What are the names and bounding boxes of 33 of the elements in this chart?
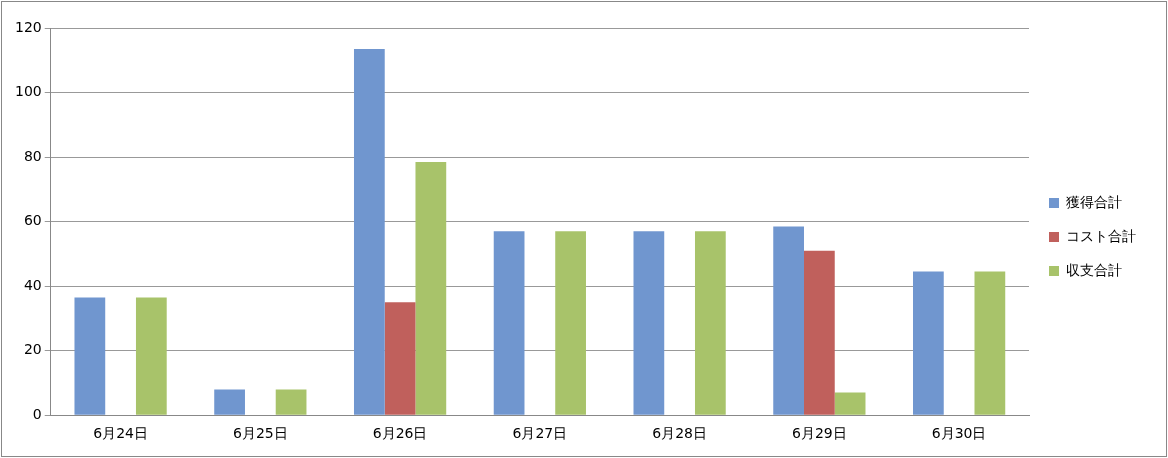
- y-tick-label: 60: [23, 212, 42, 229]
- bar: [214, 389, 245, 415]
- y-tick-label: 20: [23, 341, 42, 358]
- x-tick-label: 6月29日: [792, 425, 847, 442]
- bar: [694, 231, 726, 415]
- bar: [804, 250, 835, 415]
- legend-label: 収支合計: [1066, 261, 1122, 278]
- x-tick-label: 6月28日: [652, 425, 707, 442]
- y-tick-label: 0: [32, 405, 42, 422]
- x-tick-label: 6月24日: [93, 425, 148, 442]
- bar: [275, 389, 307, 415]
- x-tick-label: 6月25日: [232, 425, 288, 442]
- bar: [633, 231, 665, 415]
- y-tick-label: 80: [23, 147, 42, 164]
- x-tick-label: 6月26日: [372, 425, 428, 442]
- legend-label: コスト合計: [1066, 227, 1136, 244]
- bar: [353, 48, 385, 415]
- x-tick-label: 6月27日: [512, 425, 568, 442]
- bar: [913, 271, 944, 415]
- bar: [415, 161, 447, 415]
- x-tick-label: 6月30日: [931, 425, 987, 442]
- bar: [493, 231, 525, 415]
- bar: [974, 271, 1006, 415]
- y-tick-label: 100: [14, 83, 42, 100]
- y-tick-label: 120: [14, 18, 42, 35]
- bar: [834, 392, 866, 415]
- legend-label: 獲得合計: [1066, 193, 1122, 210]
- bar: [555, 231, 586, 415]
- bar: [773, 226, 804, 415]
- bar: [384, 302, 416, 415]
- bar: [135, 297, 167, 415]
- y-tick-label: 40: [23, 276, 42, 293]
- bar: [74, 297, 106, 415]
